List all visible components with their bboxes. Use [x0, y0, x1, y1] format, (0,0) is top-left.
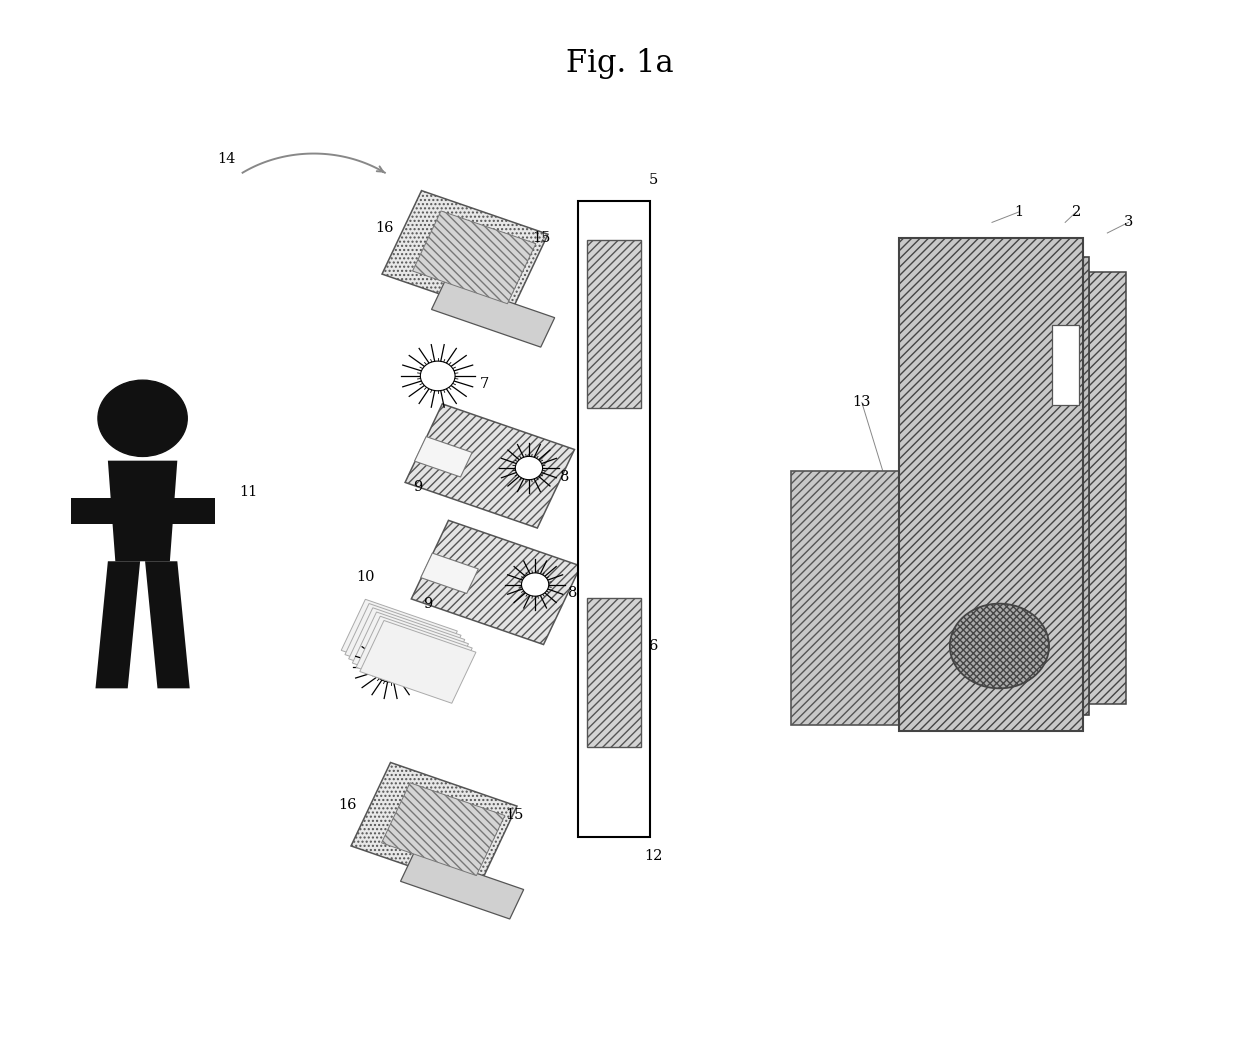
- Text: 11: 11: [239, 485, 257, 500]
- Text: 7: 7: [433, 670, 443, 685]
- Text: 5: 5: [649, 173, 658, 187]
- Text: 2: 2: [1071, 204, 1081, 219]
- Text: 3: 3: [1123, 215, 1133, 230]
- Polygon shape: [341, 599, 458, 682]
- Text: 16: 16: [376, 220, 393, 235]
- Text: 13: 13: [853, 395, 870, 410]
- Polygon shape: [351, 762, 517, 890]
- Text: 16: 16: [339, 797, 356, 812]
- Circle shape: [516, 456, 543, 480]
- Polygon shape: [71, 498, 215, 524]
- Polygon shape: [95, 561, 140, 688]
- FancyBboxPatch shape: [899, 238, 1083, 731]
- Polygon shape: [432, 280, 554, 347]
- Text: 8: 8: [559, 469, 569, 484]
- Polygon shape: [352, 612, 469, 695]
- Circle shape: [950, 604, 1049, 688]
- Circle shape: [373, 652, 408, 682]
- Polygon shape: [420, 553, 479, 593]
- Circle shape: [522, 573, 549, 596]
- Text: 10: 10: [357, 570, 374, 585]
- Polygon shape: [345, 604, 461, 686]
- Circle shape: [420, 361, 455, 391]
- Text: 6: 6: [649, 639, 658, 653]
- Text: 8: 8: [568, 586, 578, 600]
- Text: 12: 12: [645, 848, 662, 863]
- Text: 1: 1: [1014, 204, 1024, 219]
- FancyBboxPatch shape: [1052, 325, 1079, 405]
- Text: 7: 7: [480, 377, 490, 392]
- Polygon shape: [412, 520, 580, 645]
- Polygon shape: [413, 211, 536, 304]
- Polygon shape: [382, 783, 505, 876]
- Text: 15: 15: [506, 808, 523, 823]
- Polygon shape: [405, 403, 574, 528]
- FancyBboxPatch shape: [587, 240, 641, 408]
- Text: 14: 14: [218, 151, 236, 166]
- Text: 4: 4: [940, 679, 950, 694]
- Polygon shape: [356, 616, 472, 699]
- Polygon shape: [348, 608, 465, 690]
- Polygon shape: [108, 461, 177, 561]
- Polygon shape: [145, 561, 190, 688]
- Text: Fig. 1a: Fig. 1a: [567, 48, 673, 78]
- FancyBboxPatch shape: [1042, 257, 1089, 715]
- FancyBboxPatch shape: [1089, 272, 1126, 704]
- Polygon shape: [401, 851, 523, 919]
- FancyBboxPatch shape: [791, 471, 975, 725]
- Polygon shape: [382, 191, 548, 318]
- Text: 15: 15: [533, 231, 551, 246]
- Polygon shape: [360, 621, 476, 703]
- Text: 9: 9: [423, 596, 433, 611]
- FancyBboxPatch shape: [578, 201, 650, 837]
- Text: 9: 9: [413, 480, 423, 495]
- Circle shape: [98, 380, 187, 456]
- Polygon shape: [414, 436, 472, 477]
- FancyBboxPatch shape: [587, 598, 641, 747]
